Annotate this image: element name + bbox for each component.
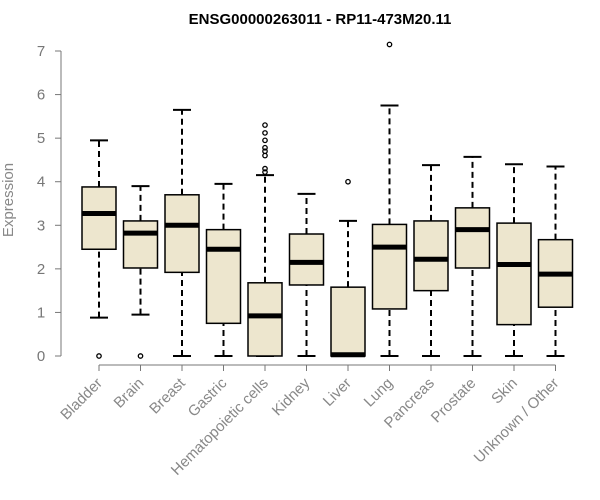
outlier-point <box>262 137 268 144</box>
y-tick-label: 3 <box>37 217 45 234</box>
box-breast <box>164 108 200 357</box>
iqr-box <box>247 282 283 357</box>
y-tick-label: 7 <box>37 43 45 60</box>
outlier-point <box>262 148 268 155</box>
box-gastric <box>205 182 242 357</box>
y-tick-label: 2 <box>37 261 45 278</box>
y-tick-label: 5 <box>37 130 45 147</box>
box-brain <box>122 185 159 359</box>
y-tick-label: 6 <box>37 87 45 104</box>
box-lung <box>371 41 408 357</box>
x-tick-label: Lung <box>361 375 397 411</box>
outlier-point <box>262 130 268 136</box>
iqr-box <box>413 220 449 292</box>
outlier-point <box>386 41 393 48</box>
iqr-box <box>164 194 200 274</box>
y-tick-label: 1 <box>37 304 45 321</box>
box-liver <box>330 178 366 358</box>
iqr-box <box>371 223 408 310</box>
outlier-point <box>96 353 102 359</box>
iqr-box <box>122 220 159 269</box>
outlier-point <box>262 165 268 172</box>
x-tick-label: Prostate <box>428 375 480 427</box>
box-bladder <box>81 139 117 359</box>
box-kidney <box>288 192 325 357</box>
box-unknown-other <box>537 165 574 357</box>
box-skin <box>496 163 532 357</box>
y-axis-label: Expression <box>0 163 17 237</box>
outlier-point <box>262 144 268 151</box>
y-tick-label: 4 <box>37 174 45 191</box>
y-tick-label: 0 <box>37 348 45 365</box>
outlier-point <box>262 122 268 128</box>
iqr-box <box>81 186 117 251</box>
x-tick-label: Breast <box>146 374 189 417</box>
iqr-box <box>205 228 242 325</box>
box-hematopoietic-cells <box>247 122 283 357</box>
x-tick-label: Brain <box>111 375 148 412</box>
x-tick-label: Kidney <box>269 374 314 419</box>
iqr-box <box>496 222 532 326</box>
boxes <box>81 41 574 359</box>
outlier-point <box>345 178 351 185</box>
chart-title: ENSG00000263011 - RP11-473M20.11 <box>189 11 452 28</box>
x-tick-label: Liver <box>320 375 355 410</box>
box-pancreas <box>413 164 449 357</box>
x-tick-label: Bladder <box>57 375 106 424</box>
outlier-point <box>262 169 268 175</box>
iqr-box <box>454 207 491 269</box>
box-prostate <box>454 155 491 357</box>
x-tick-label: Skin <box>488 375 521 408</box>
iqr-box <box>288 233 325 286</box>
iqr-box <box>330 286 366 357</box>
y-axis: 0 1 2 3 4 5 6 7 <box>37 43 62 365</box>
outlier-point <box>137 353 144 359</box>
